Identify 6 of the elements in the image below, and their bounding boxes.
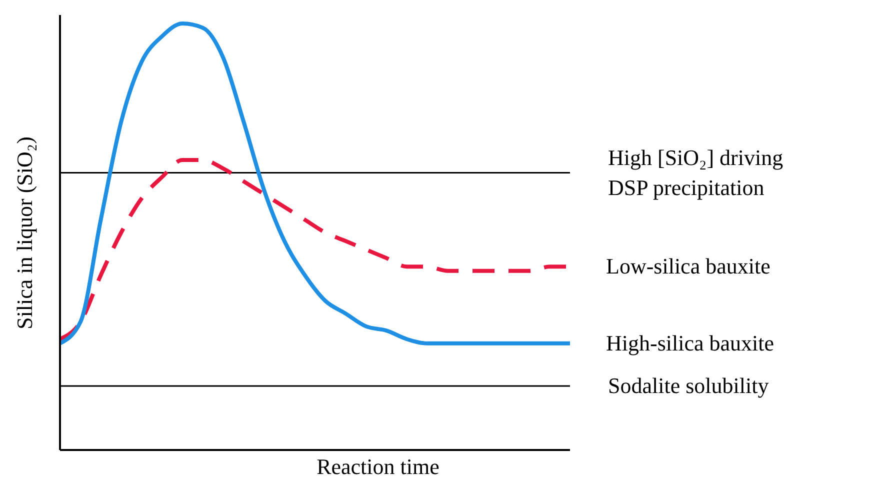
y-axis-title: Silica in liquor (SiO₂) <box>12 136 38 332</box>
series-label: High-silica bauxite <box>606 330 774 356</box>
series-label: Low-silica bauxite <box>606 254 770 279</box>
ref-line-label: High [SiO₂] driving DSP precipitation <box>608 144 784 200</box>
x-axis-title: Reaction time <box>316 454 440 480</box>
ref-line-label: Sodalite solubility <box>608 373 769 398</box>
